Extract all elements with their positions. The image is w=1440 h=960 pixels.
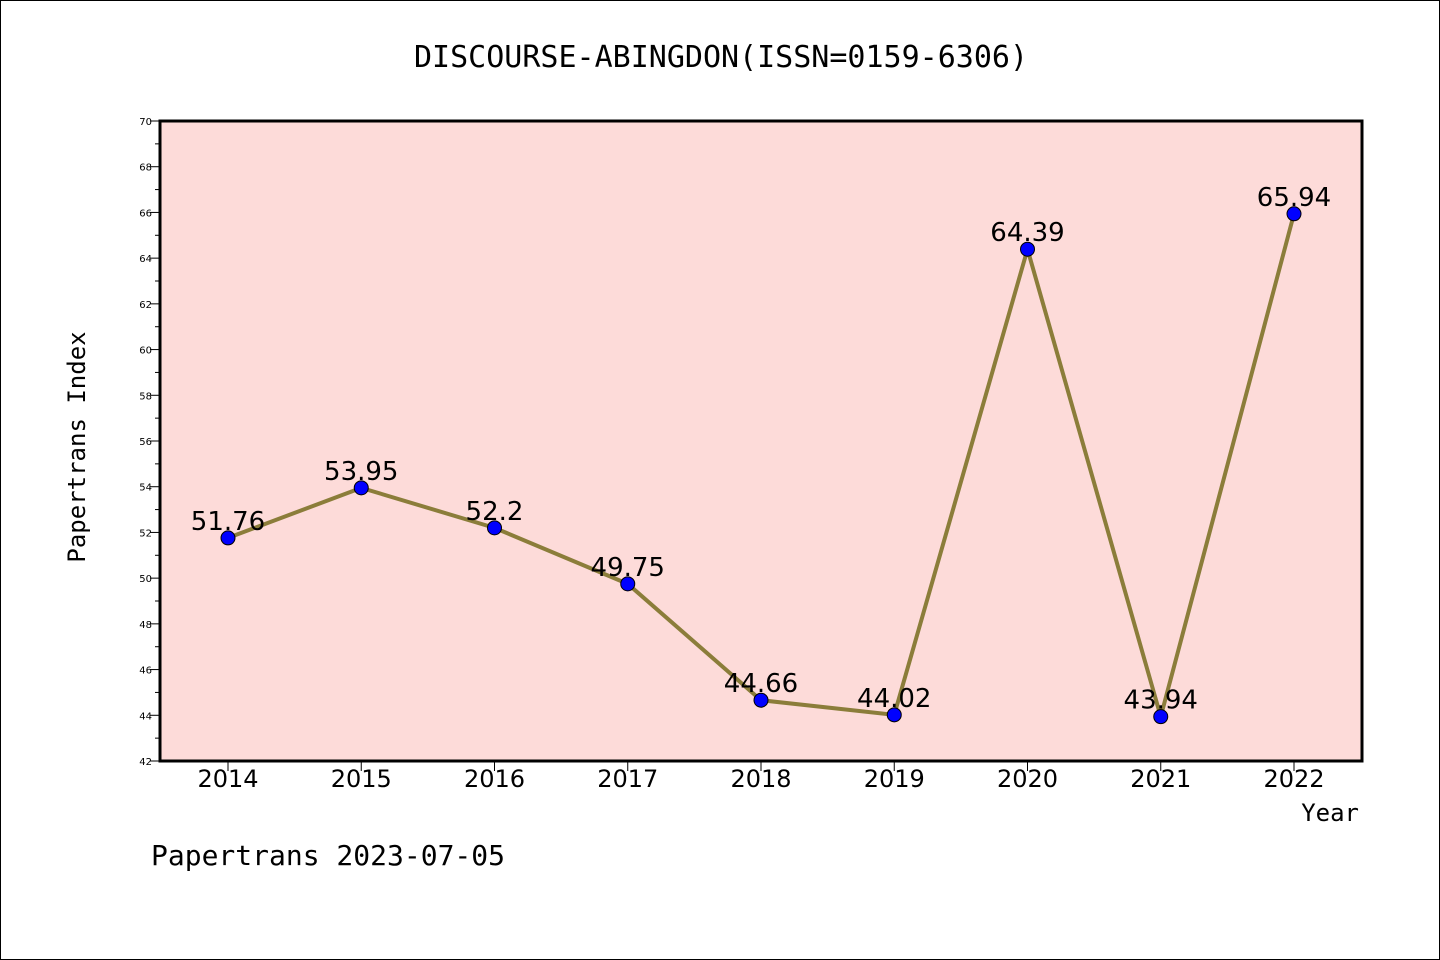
data-label: 44.66 [724,669,798,699]
data-label: 52.2 [466,497,524,527]
x-tick-label: 2020 [997,765,1058,793]
data-label: 64.39 [990,218,1064,248]
y-axis-label: Papertrans Index [63,331,91,562]
data-point [220,530,236,546]
data-point [487,520,502,536]
data-point [620,576,636,592]
x-tick-label: 2017 [597,765,658,793]
plot-area [158,119,1364,763]
data-point [886,707,902,723]
data-labels: 51.76 53.95 52.2 49.75 44.66 44.02 64.39 43.94 6… [191,183,1331,716]
x-axis-label: Year [1301,799,1359,827]
y-tick-label: 64 [139,254,152,265]
data-label: 49.75 [591,553,665,583]
y-axis: 42 44 46 48 50 52 54 56 58 60 62 64 66 68 70 [139,117,160,768]
x-tick-label: 2021 [1130,765,1191,793]
data-point [753,692,769,708]
y-tick-label: 60 [139,346,152,357]
chart-title: DISCOURSE-ABINGDON(ISSN=0159-6306) [414,40,1028,75]
data-point [1153,709,1169,725]
x-tick-label: 2018 [730,765,791,793]
y-tick-label: 48 [139,620,152,631]
data-label: 44.02 [857,684,931,714]
data-label: 53.95 [324,457,398,487]
y-tick-label: 42 [139,757,152,768]
x-tick-label: 2019 [864,765,925,793]
data-label: 65.94 [1257,183,1331,213]
y-tick-label: 56 [139,437,152,448]
y-tick-label: 66 [139,208,152,219]
data-point [1020,241,1035,257]
y-tick-label: 54 [139,483,152,494]
series-markers [220,206,1302,725]
y-tick-label: 70 [139,117,152,128]
y-tick-label: 62 [139,300,152,311]
y-tick-label: 52 [139,528,152,539]
data-label: 51.76 [191,507,265,537]
data-point [353,480,369,496]
y-tick-label: 58 [139,391,152,402]
data-point [1286,206,1302,222]
x-axis: 2014 2015 2016 2017 2018 2019 2020 2021 2022 [197,761,1325,793]
y-tick-label: 46 [139,666,152,677]
y-tick-label: 44 [139,711,152,722]
data-label: 43.94 [1124,686,1198,716]
x-tick-label: 2022 [1263,765,1324,793]
y-tick-label: 50 [139,574,152,585]
y-tick-label: 68 [139,163,152,174]
x-tick-label: 2016 [464,765,525,793]
x-tick-label: 2014 [197,765,258,793]
x-tick-label: 2015 [331,765,392,793]
footer-text: Papertrans 2023-07-05 [151,839,505,872]
